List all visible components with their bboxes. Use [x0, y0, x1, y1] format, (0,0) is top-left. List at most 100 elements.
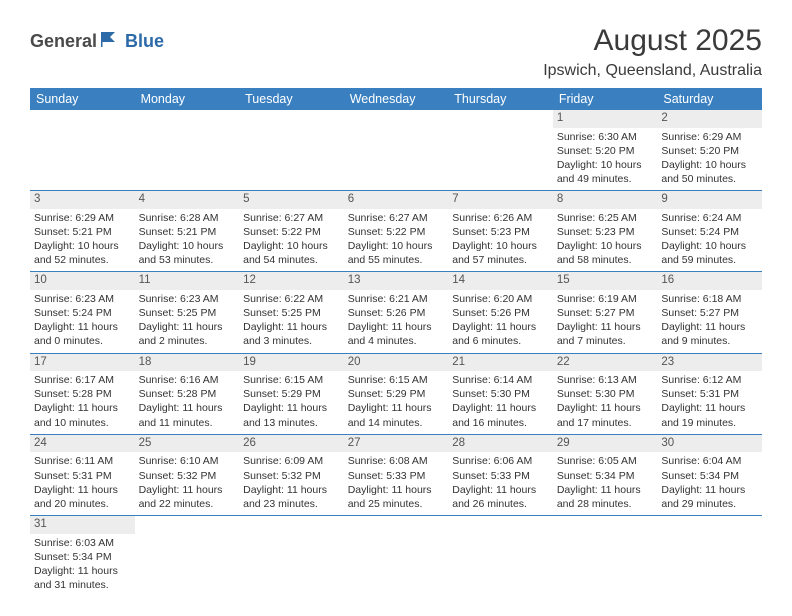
day-body: Sunrise: 6:21 AMSunset: 5:26 PMDaylight:…: [344, 290, 449, 353]
sunset-line: Sunset: 5:26 PM: [452, 306, 549, 320]
day-number: 10: [30, 272, 135, 290]
daylight-line: Daylight: 11 hours and 22 minutes.: [139, 483, 236, 511]
day-cell: 6Sunrise: 6:27 AMSunset: 5:22 PMDaylight…: [344, 191, 449, 272]
day-cell: 27Sunrise: 6:08 AMSunset: 5:33 PMDayligh…: [344, 434, 449, 515]
day-body: Sunrise: 6:27 AMSunset: 5:22 PMDaylight:…: [344, 209, 449, 272]
sunset-line: Sunset: 5:22 PM: [348, 225, 445, 239]
day-body: Sunrise: 6:27 AMSunset: 5:22 PMDaylight:…: [239, 209, 344, 272]
day-number: 27: [344, 435, 449, 453]
day-number: 25: [135, 435, 240, 453]
day-cell: 24Sunrise: 6:11 AMSunset: 5:31 PMDayligh…: [30, 434, 135, 515]
daylight-line: Daylight: 10 hours and 52 minutes.: [34, 239, 131, 267]
sunset-line: Sunset: 5:34 PM: [661, 469, 758, 483]
flag-icon: [101, 30, 123, 53]
day-body: Sunrise: 6:20 AMSunset: 5:26 PMDaylight:…: [448, 290, 553, 353]
sunrise-line: Sunrise: 6:20 AM: [452, 292, 549, 306]
day-body: Sunrise: 6:15 AMSunset: 5:29 PMDaylight:…: [344, 371, 449, 434]
sunset-line: Sunset: 5:25 PM: [139, 306, 236, 320]
day-cell: 31Sunrise: 6:03 AMSunset: 5:34 PMDayligh…: [30, 516, 135, 597]
daylight-line: Daylight: 11 hours and 19 minutes.: [661, 401, 758, 429]
day-cell: 28Sunrise: 6:06 AMSunset: 5:33 PMDayligh…: [448, 434, 553, 515]
day-body: Sunrise: 6:16 AMSunset: 5:28 PMDaylight:…: [135, 371, 240, 434]
day-cell: 2Sunrise: 6:29 AMSunset: 5:20 PMDaylight…: [657, 110, 762, 191]
week-row: 24Sunrise: 6:11 AMSunset: 5:31 PMDayligh…: [30, 434, 762, 515]
week-row: 31Sunrise: 6:03 AMSunset: 5:34 PMDayligh…: [30, 516, 762, 597]
daylight-line: Daylight: 11 hours and 3 minutes.: [243, 320, 340, 348]
sunrise-line: Sunrise: 6:08 AM: [348, 454, 445, 468]
day-body: Sunrise: 6:23 AMSunset: 5:25 PMDaylight:…: [135, 290, 240, 353]
week-row: 3Sunrise: 6:29 AMSunset: 5:21 PMDaylight…: [30, 191, 762, 272]
sunset-line: Sunset: 5:20 PM: [557, 144, 654, 158]
day-number: 29: [553, 435, 658, 453]
day-body: Sunrise: 6:25 AMSunset: 5:23 PMDaylight:…: [553, 209, 658, 272]
sunset-line: Sunset: 5:31 PM: [661, 387, 758, 401]
day-body: Sunrise: 6:24 AMSunset: 5:24 PMDaylight:…: [657, 209, 762, 272]
day-cell: 5Sunrise: 6:27 AMSunset: 5:22 PMDaylight…: [239, 191, 344, 272]
daylight-line: Daylight: 11 hours and 2 minutes.: [139, 320, 236, 348]
daylight-line: Daylight: 10 hours and 58 minutes.: [557, 239, 654, 267]
sunset-line: Sunset: 5:32 PM: [139, 469, 236, 483]
day-number: 6: [344, 191, 449, 209]
sunrise-line: Sunrise: 6:27 AM: [348, 211, 445, 225]
daylight-line: Daylight: 11 hours and 9 minutes.: [661, 320, 758, 348]
day-cell: 8Sunrise: 6:25 AMSunset: 5:23 PMDaylight…: [553, 191, 658, 272]
month-title: August 2025: [543, 24, 762, 58]
sunrise-line: Sunrise: 6:30 AM: [557, 130, 654, 144]
sunrise-line: Sunrise: 6:17 AM: [34, 373, 131, 387]
day-body: Sunrise: 6:23 AMSunset: 5:24 PMDaylight:…: [30, 290, 135, 353]
daylight-line: Daylight: 11 hours and 7 minutes.: [557, 320, 654, 348]
day-cell: 10Sunrise: 6:23 AMSunset: 5:24 PMDayligh…: [30, 272, 135, 353]
sunset-line: Sunset: 5:21 PM: [34, 225, 131, 239]
title-block: August 2025 Ipswich, Queensland, Austral…: [543, 24, 762, 80]
day-cell: 30Sunrise: 6:04 AMSunset: 5:34 PMDayligh…: [657, 434, 762, 515]
sunset-line: Sunset: 5:34 PM: [557, 469, 654, 483]
day-body: Sunrise: 6:28 AMSunset: 5:21 PMDaylight:…: [135, 209, 240, 272]
day-cell: 23Sunrise: 6:12 AMSunset: 5:31 PMDayligh…: [657, 353, 762, 434]
sunset-line: Sunset: 5:22 PM: [243, 225, 340, 239]
day-number: 28: [448, 435, 553, 453]
empty-cell: [657, 516, 762, 597]
daylight-line: Daylight: 10 hours and 57 minutes.: [452, 239, 549, 267]
day-body: Sunrise: 6:15 AMSunset: 5:29 PMDaylight:…: [239, 371, 344, 434]
daylight-line: Daylight: 11 hours and 25 minutes.: [348, 483, 445, 511]
sunrise-line: Sunrise: 6:13 AM: [557, 373, 654, 387]
day-number: 12: [239, 272, 344, 290]
sunset-line: Sunset: 5:31 PM: [34, 469, 131, 483]
sunrise-line: Sunrise: 6:04 AM: [661, 454, 758, 468]
day-cell: 4Sunrise: 6:28 AMSunset: 5:21 PMDaylight…: [135, 191, 240, 272]
day-number: 9: [657, 191, 762, 209]
day-cell: 26Sunrise: 6:09 AMSunset: 5:32 PMDayligh…: [239, 434, 344, 515]
day-cell: 11Sunrise: 6:23 AMSunset: 5:25 PMDayligh…: [135, 272, 240, 353]
sunrise-line: Sunrise: 6:14 AM: [452, 373, 549, 387]
week-row: 10Sunrise: 6:23 AMSunset: 5:24 PMDayligh…: [30, 272, 762, 353]
weekday-header: Saturday: [657, 88, 762, 110]
empty-cell: [448, 516, 553, 597]
sunset-line: Sunset: 5:23 PM: [557, 225, 654, 239]
day-body: Sunrise: 6:03 AMSunset: 5:34 PMDaylight:…: [30, 534, 135, 597]
weekday-header: Wednesday: [344, 88, 449, 110]
sunset-line: Sunset: 5:27 PM: [661, 306, 758, 320]
day-body: Sunrise: 6:13 AMSunset: 5:30 PMDaylight:…: [553, 371, 658, 434]
day-cell: 13Sunrise: 6:21 AMSunset: 5:26 PMDayligh…: [344, 272, 449, 353]
day-body: Sunrise: 6:30 AMSunset: 5:20 PMDaylight:…: [553, 128, 658, 191]
day-number: 26: [239, 435, 344, 453]
sunset-line: Sunset: 5:27 PM: [557, 306, 654, 320]
daylight-line: Daylight: 11 hours and 0 minutes.: [34, 320, 131, 348]
location-text: Ipswich, Queensland, Australia: [543, 62, 762, 80]
day-body: Sunrise: 6:09 AMSunset: 5:32 PMDaylight:…: [239, 452, 344, 515]
daylight-line: Daylight: 11 hours and 23 minutes.: [243, 483, 340, 511]
daylight-line: Daylight: 11 hours and 17 minutes.: [557, 401, 654, 429]
sunrise-line: Sunrise: 6:18 AM: [661, 292, 758, 306]
day-cell: 16Sunrise: 6:18 AMSunset: 5:27 PMDayligh…: [657, 272, 762, 353]
day-number: 3: [30, 191, 135, 209]
day-number: 20: [344, 354, 449, 372]
logo: General Blue: [30, 30, 164, 53]
sunset-line: Sunset: 5:28 PM: [34, 387, 131, 401]
sunrise-line: Sunrise: 6:15 AM: [243, 373, 340, 387]
day-number: 24: [30, 435, 135, 453]
daylight-line: Daylight: 11 hours and 16 minutes.: [452, 401, 549, 429]
sunset-line: Sunset: 5:29 PM: [348, 387, 445, 401]
day-body: Sunrise: 6:08 AMSunset: 5:33 PMDaylight:…: [344, 452, 449, 515]
day-cell: 7Sunrise: 6:26 AMSunset: 5:23 PMDaylight…: [448, 191, 553, 272]
empty-cell: [448, 110, 553, 191]
